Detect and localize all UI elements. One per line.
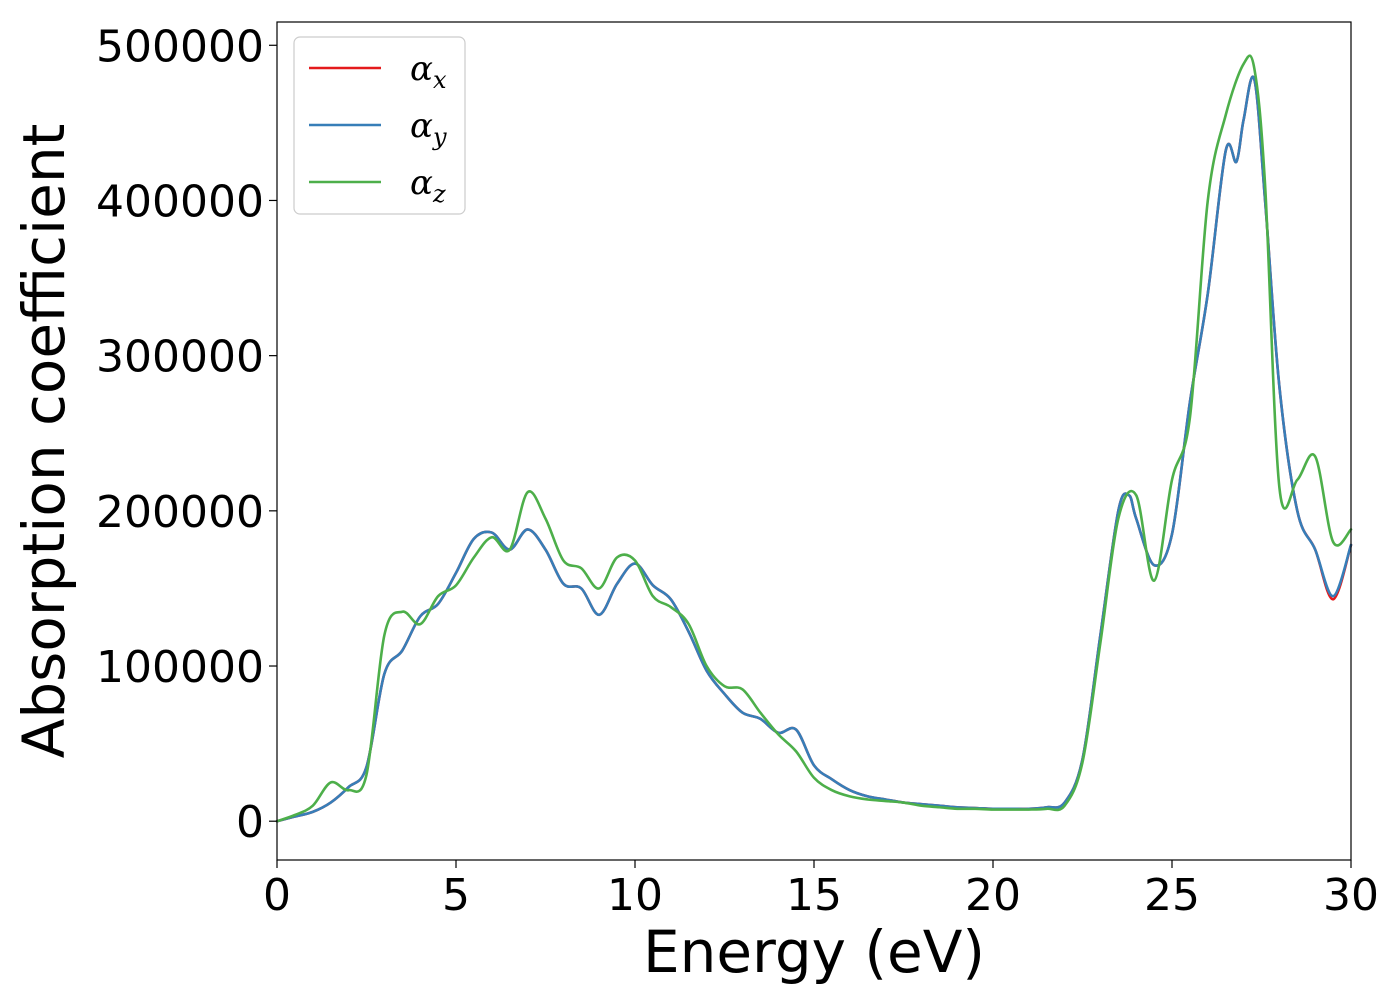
y-axis-label: Absorption coefficient (10, 124, 78, 759)
y-tick-label: 500000 (96, 21, 264, 72)
legend-label-alpha-y: αy (410, 106, 447, 151)
y-tick-label: 400000 (96, 176, 264, 227)
x-tick-label: 30 (1323, 870, 1379, 921)
series-line-alpha-z (275, 54, 1353, 823)
x-tick-label: 5 (442, 870, 470, 921)
legend-label-alpha-z: αz (410, 163, 446, 208)
y-axis: 0 100000 200000 300000 400000 500000 (96, 21, 277, 848)
x-axis-label: Energy (eV) (643, 918, 985, 986)
y-tick-label: 300000 (96, 332, 264, 383)
legend: αx αy αz (293, 36, 466, 215)
x-axis: 0 5 10 15 20 25 30 (263, 860, 1379, 921)
series-line-alpha-y (275, 75, 1353, 823)
y-tick-label: 0 (236, 797, 264, 848)
y-tick-label: 100000 (96, 642, 264, 693)
x-tick-label: 15 (786, 870, 842, 921)
y-tick-label: 200000 (96, 487, 264, 538)
x-tick-label: 25 (1144, 870, 1200, 921)
legend-label-alpha-x: αx (410, 49, 447, 94)
x-tick-label: 10 (607, 870, 663, 921)
series-layer (275, 54, 1353, 823)
x-tick-label: 0 (263, 870, 291, 921)
x-tick-label: 20 (965, 870, 1021, 921)
